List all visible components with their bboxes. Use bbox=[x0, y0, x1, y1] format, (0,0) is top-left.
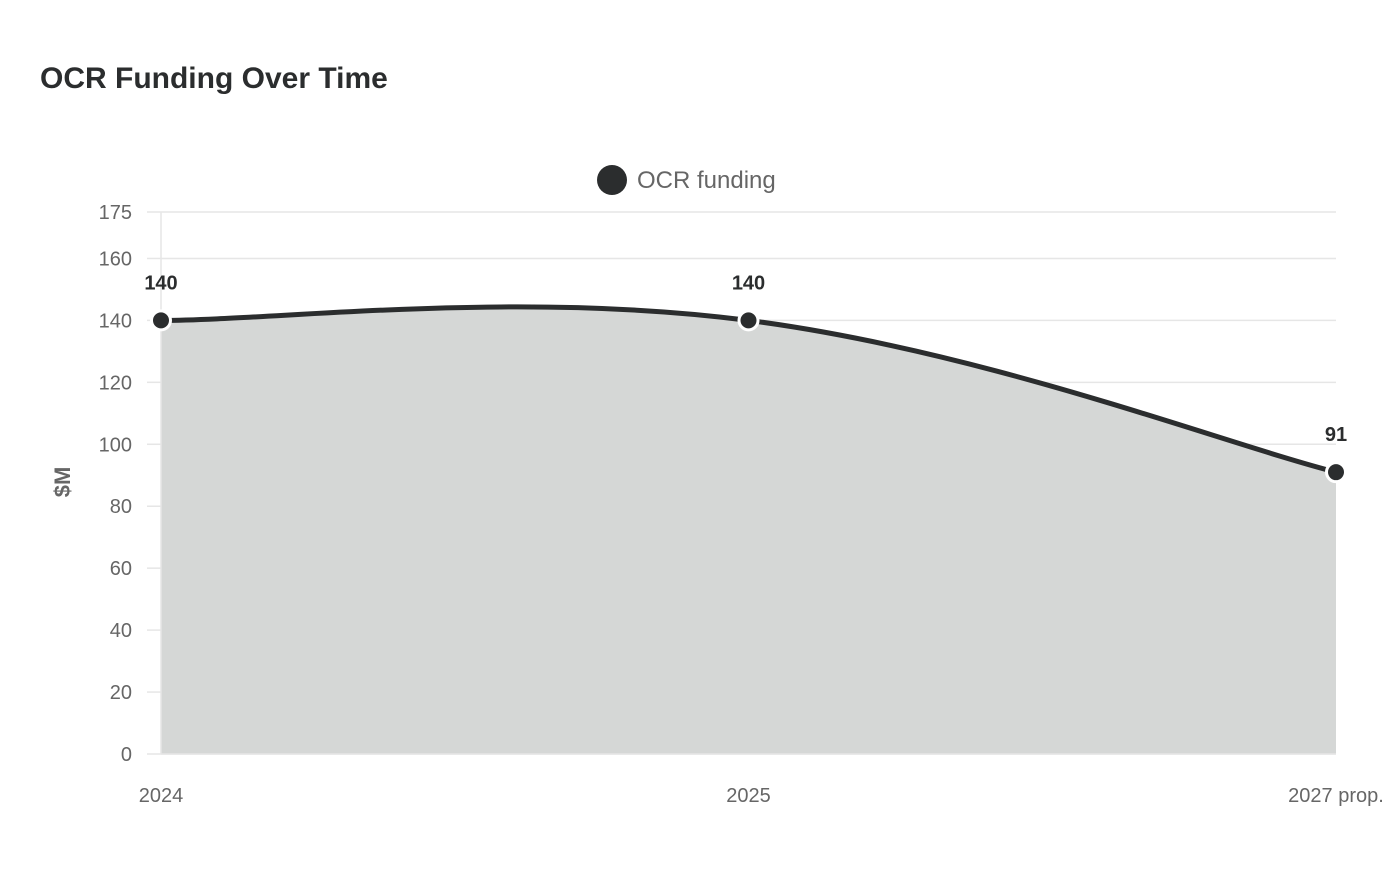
axes: 0 20 40 60 80 100 120 140 160 175 2024 2025 2027 pro… bbox=[99, 202, 1384, 807]
legend-entry: OCR funding bbox=[637, 167, 776, 194]
data-point[interactable] bbox=[1325, 461, 1347, 484]
chart-title: OCR Funding Over Time bbox=[40, 62, 388, 95]
y-tick-label: 0 bbox=[121, 744, 132, 766]
y-tick-label: 175 bbox=[99, 202, 132, 224]
y-tick-label: 160 bbox=[99, 248, 132, 270]
legend[interactable]: OCR funding bbox=[597, 165, 776, 195]
x-tick-label: 2025 bbox=[726, 785, 771, 807]
data-point[interactable] bbox=[150, 309, 172, 332]
data-labels: 140 140 91 bbox=[144, 272, 1347, 446]
y-tick-label: 120 bbox=[99, 372, 132, 394]
y-tick-label: 80 bbox=[110, 496, 132, 518]
y-tick-label: 100 bbox=[99, 434, 132, 456]
y-tick-label: 20 bbox=[110, 682, 132, 704]
y-axis-title: $M bbox=[50, 467, 75, 498]
data-label: 91 bbox=[1325, 424, 1347, 446]
x-tick-label: 2024 bbox=[139, 785, 184, 807]
legend-swatch-icon bbox=[597, 165, 627, 195]
series-area-ocr-funding bbox=[161, 306, 1336, 754]
data-label: 140 bbox=[144, 272, 177, 294]
y-tick-label: 40 bbox=[110, 620, 132, 642]
area-layer bbox=[161, 306, 1336, 754]
data-point[interactable] bbox=[737, 309, 760, 332]
y-tick-label: 60 bbox=[110, 558, 132, 580]
series-layer bbox=[150, 304, 1347, 484]
x-tick-label: 2027 prop. bbox=[1288, 785, 1384, 807]
y-tick-label: 140 bbox=[99, 310, 132, 332]
data-label: 140 bbox=[732, 272, 765, 294]
